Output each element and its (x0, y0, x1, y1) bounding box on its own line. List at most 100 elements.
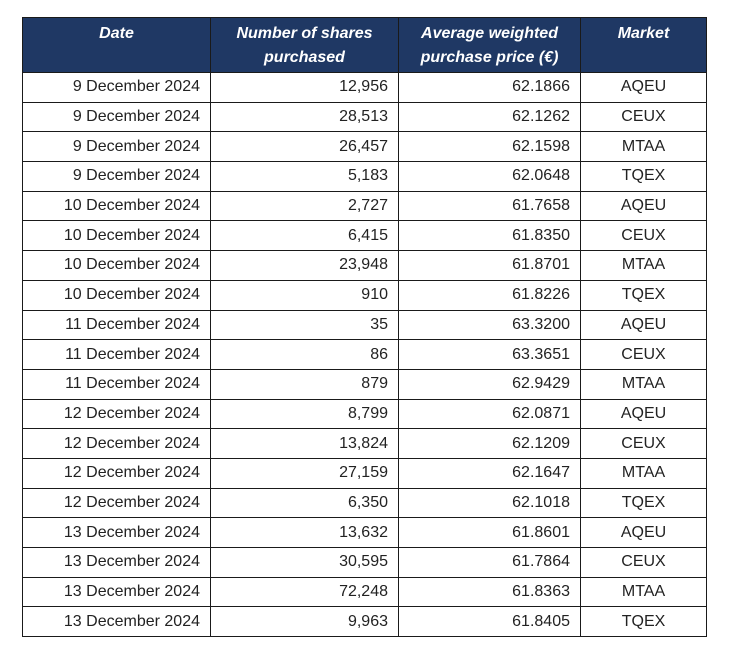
cell-date: 12 December 2024 (22, 398, 211, 430)
cell-date: 10 December 2024 (22, 279, 211, 311)
cell-market: CEUX (580, 101, 707, 133)
cell-price: 61.8701 (398, 250, 581, 281)
cell-date: 11 December 2024 (22, 368, 211, 400)
cell-price: 63.3200 (398, 309, 581, 341)
table-row: 11 December 2024 86 63.3651 CEUX (22, 339, 707, 370)
cell-price: 62.1018 (398, 487, 581, 519)
cell-shares: 12,956 (210, 72, 399, 103)
column-header-date: Date (22, 17, 211, 73)
cell-price: 61.8226 (398, 279, 581, 311)
column-header-shares-label: Number of shares purchased (236, 25, 373, 66)
cell-shares: 86 (210, 339, 399, 370)
share-purchase-table-container: Date Number of shares purchased Average … (22, 17, 707, 638)
table-row: 10 December 2024 6,415 61.8350 CEUX (22, 220, 707, 252)
cell-price: 62.9429 (398, 368, 581, 400)
cell-shares: 910 (210, 279, 399, 311)
cell-shares: 72,248 (210, 576, 399, 608)
table-row: 12 December 2024 27,159 62.1647 MTAA (22, 457, 707, 489)
cell-price: 61.8405 (398, 606, 581, 638)
cell-market: AQEU (580, 309, 707, 341)
cell-shares: 13,824 (210, 428, 399, 459)
cell-date: 12 December 2024 (22, 457, 211, 489)
column-header-market-label: Market (617, 25, 670, 42)
cell-shares: 23,948 (210, 250, 399, 281)
cell-shares: 879 (210, 368, 399, 400)
cell-market: CEUX (580, 339, 707, 370)
table-row: 13 December 2024 30,595 61.7864 CEUX (22, 547, 707, 578)
cell-market: TQEX (580, 161, 707, 192)
cell-price: 63.3651 (398, 339, 581, 370)
column-header-date-label: Date (99, 25, 134, 42)
table-row: 12 December 2024 6,350 62.1018 TQEX (22, 487, 707, 519)
table-row: 11 December 2024 879 62.9429 MTAA (22, 368, 707, 400)
table-row: 10 December 2024 2,727 61.7658 AQEU (22, 190, 707, 222)
cell-market: CEUX (580, 547, 707, 578)
table-row: 13 December 2024 9,963 61.8405 TQEX (22, 606, 707, 638)
cell-price: 62.0648 (398, 161, 581, 192)
cell-market: TQEX (580, 279, 707, 311)
cell-shares: 5,183 (210, 161, 399, 192)
cell-market: AQEU (580, 398, 707, 430)
cell-market: MTAA (580, 457, 707, 489)
table-row: 11 December 2024 35 63.3200 AQEU (22, 309, 707, 341)
table-row: 9 December 2024 28,513 62.1262 CEUX (22, 101, 707, 133)
cell-shares: 27,159 (210, 457, 399, 489)
cell-market: MTAA (580, 131, 707, 163)
table-row: 13 December 2024 72,248 61.8363 MTAA (22, 576, 707, 608)
cell-shares: 8,799 (210, 398, 399, 430)
table-row: 10 December 2024 23,948 61.8701 MTAA (22, 250, 707, 281)
cell-market: TQEX (580, 487, 707, 519)
cell-market: AQEU (580, 517, 707, 548)
header-row: Date Number of shares purchased Average … (22, 17, 707, 73)
cell-date: 13 December 2024 (22, 576, 211, 608)
cell-shares: 30,595 (210, 547, 399, 578)
cell-market: CEUX (580, 428, 707, 459)
cell-price: 62.1262 (398, 101, 581, 133)
cell-market: TQEX (580, 606, 707, 638)
cell-date: 13 December 2024 (22, 547, 211, 578)
column-header-shares: Number of shares purchased (210, 17, 399, 73)
cell-shares: 6,415 (210, 220, 399, 252)
share-purchase-table: Date Number of shares purchased Average … (22, 17, 707, 638)
cell-date: 10 December 2024 (22, 190, 211, 222)
table-row: 12 December 2024 13,824 62.1209 CEUX (22, 428, 707, 459)
column-header-market: Market (580, 17, 707, 73)
cell-date: 13 December 2024 (22, 517, 211, 548)
cell-price: 62.1598 (398, 131, 581, 163)
table-body: 9 December 2024 12,956 62.1866 AQEU 9 Decemb… (22, 72, 707, 638)
cell-price: 62.1209 (398, 428, 581, 459)
cell-price: 61.7864 (398, 547, 581, 578)
cell-market: CEUX (580, 220, 707, 252)
cell-price: 62.0871 (398, 398, 581, 430)
table-row: 13 December 2024 13,632 61.8601 AQEU (22, 517, 707, 548)
cell-shares: 28,513 (210, 101, 399, 133)
cell-date: 12 December 2024 (22, 428, 211, 459)
cell-market: MTAA (580, 368, 707, 400)
cell-price: 61.7658 (398, 190, 581, 222)
cell-market: MTAA (580, 576, 707, 608)
cell-shares: 2,727 (210, 190, 399, 222)
cell-price: 62.1866 (398, 72, 581, 103)
cell-shares: 13,632 (210, 517, 399, 548)
table-row: 9 December 2024 5,183 62.0648 TQEX (22, 161, 707, 192)
cell-date: 9 December 2024 (22, 131, 211, 163)
cell-date: 9 December 2024 (22, 161, 211, 192)
cell-price: 61.8363 (398, 576, 581, 608)
cell-shares: 26,457 (210, 131, 399, 163)
cell-shares: 6,350 (210, 487, 399, 519)
cell-shares: 9,963 (210, 606, 399, 638)
cell-market: MTAA (580, 250, 707, 281)
cell-price: 62.1647 (398, 457, 581, 489)
table-header: Date Number of shares purchased Average … (22, 17, 707, 73)
column-header-price-label: Average weighted purchase price (€) (420, 25, 559, 66)
cell-market: AQEU (580, 190, 707, 222)
cell-date: 11 December 2024 (22, 309, 211, 341)
cell-price: 61.8350 (398, 220, 581, 252)
cell-price: 61.8601 (398, 517, 581, 548)
cell-date: 13 December 2024 (22, 606, 211, 638)
cell-date: 11 December 2024 (22, 339, 211, 370)
cell-date: 10 December 2024 (22, 250, 211, 281)
table-row: 9 December 2024 12,956 62.1866 AQEU (22, 72, 707, 103)
cell-date: 9 December 2024 (22, 72, 211, 103)
cell-market: AQEU (580, 72, 707, 103)
